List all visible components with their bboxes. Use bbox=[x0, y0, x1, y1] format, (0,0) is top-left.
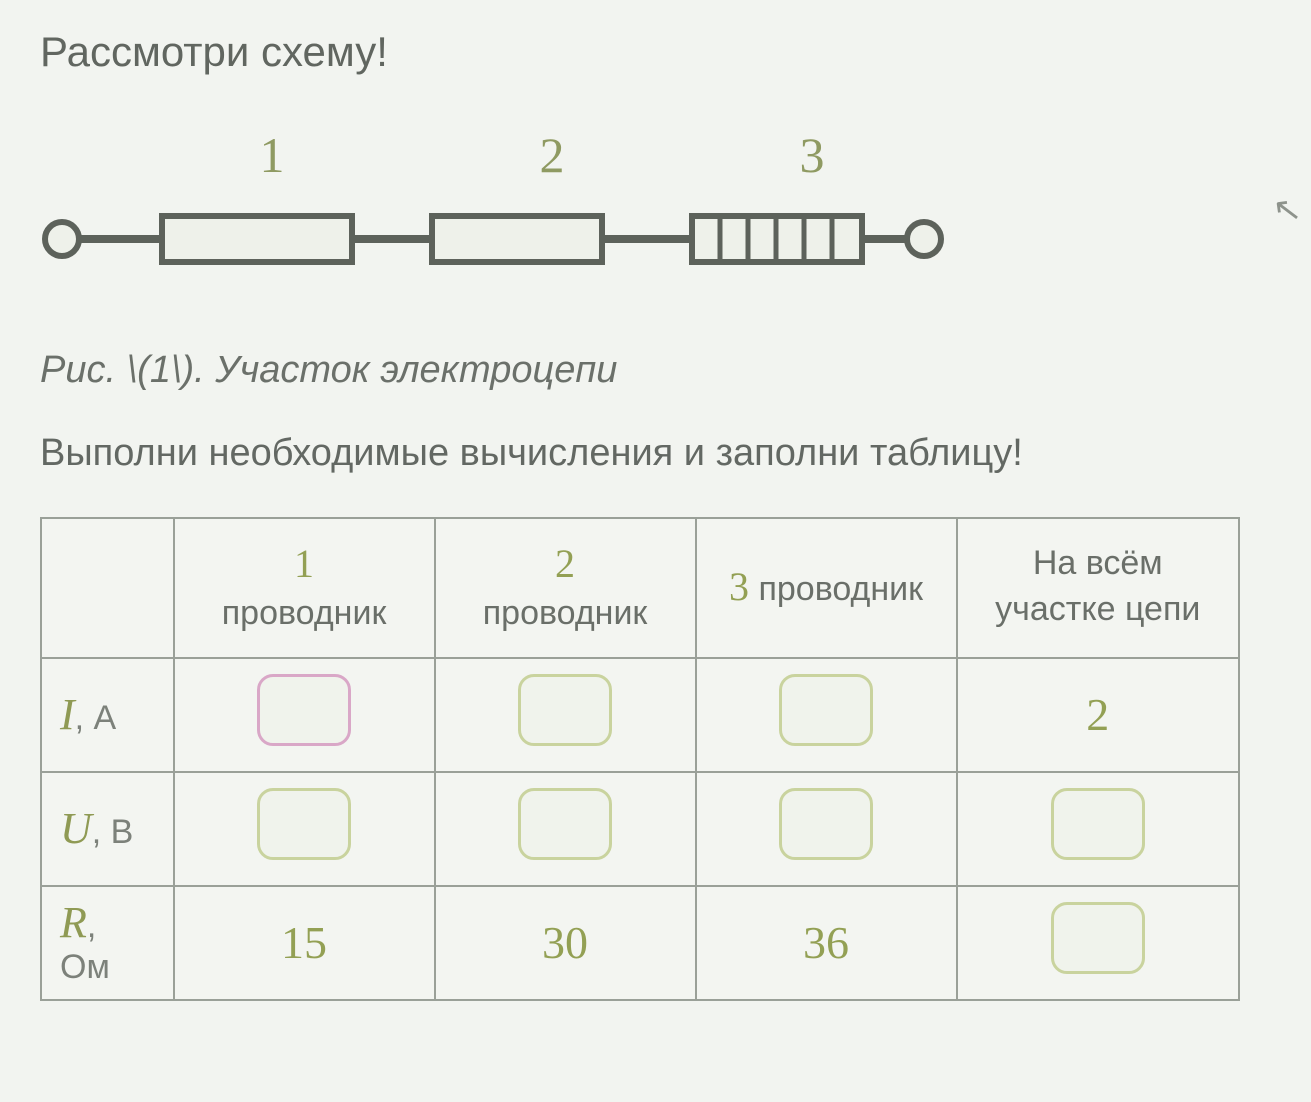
circuit-labels: 1 2 3 bbox=[42, 126, 1271, 184]
cursor-icon: ↖ bbox=[1270, 188, 1304, 232]
input-I-1[interactable] bbox=[257, 674, 351, 746]
cell-I-total: 2 bbox=[957, 658, 1239, 772]
row-label-U: U, В bbox=[41, 772, 174, 886]
terminal-left-icon bbox=[45, 222, 79, 256]
row-label-I: I, А bbox=[41, 658, 174, 772]
circuit-label-2: 2 bbox=[472, 126, 632, 184]
row-label-R: R, Ом bbox=[41, 886, 174, 1000]
resistor-2-icon bbox=[432, 216, 602, 262]
table-row: R, Ом 15 30 36 bbox=[41, 886, 1239, 1000]
data-table: 1 проводник 2 проводник 3 проводник На в… bbox=[40, 517, 1240, 1001]
cell-U-total bbox=[957, 772, 1239, 886]
cell-I-1 bbox=[174, 658, 435, 772]
table-row: I, А 2 bbox=[41, 658, 1239, 772]
table-row: U, В bbox=[41, 772, 1239, 886]
input-U-total[interactable] bbox=[1051, 788, 1145, 860]
col-word-2: проводник bbox=[483, 594, 648, 632]
cell-U-1 bbox=[174, 772, 435, 886]
input-R-total[interactable] bbox=[1051, 902, 1145, 974]
caption-number: \(1\) bbox=[127, 349, 195, 391]
col-num-3: 3 bbox=[729, 564, 749, 609]
input-I-3[interactable] bbox=[779, 674, 873, 746]
figure-caption: Рис. \(1\). Участок электроцепи bbox=[40, 349, 1271, 392]
page-heading: Рассмотри схему! bbox=[40, 28, 1271, 76]
row-sym-I: I bbox=[60, 690, 75, 739]
cell-R-1: 15 bbox=[174, 886, 435, 1000]
col-header-1: 1 проводник bbox=[174, 518, 435, 658]
circuit-svg bbox=[42, 194, 962, 284]
cell-I-3 bbox=[696, 658, 957, 772]
given-R-1: 15 bbox=[281, 917, 327, 968]
circuit-label-3: 3 bbox=[732, 126, 892, 184]
input-U-1[interactable] bbox=[257, 788, 351, 860]
table-header-row: 1 проводник 2 проводник 3 проводник На в… bbox=[41, 518, 1239, 658]
row-sym-U: U bbox=[60, 804, 92, 853]
cell-R-2: 30 bbox=[435, 886, 696, 1000]
input-I-2[interactable] bbox=[518, 674, 612, 746]
cell-U-2 bbox=[435, 772, 696, 886]
row-unit-I: , А bbox=[75, 699, 117, 737]
col-header-3: 3 проводник bbox=[696, 518, 957, 658]
row-sym-R: R bbox=[60, 898, 87, 947]
row-unit-U: , В bbox=[92, 813, 134, 851]
col-header-total: На всём участке цепи bbox=[957, 518, 1239, 658]
terminal-right-icon bbox=[907, 222, 941, 256]
cell-I-2 bbox=[435, 658, 696, 772]
row-unit-R-comma: , bbox=[87, 907, 96, 945]
caption-prefix: Рис. bbox=[40, 349, 127, 391]
input-U-2[interactable] bbox=[518, 788, 612, 860]
col-word-3: проводник bbox=[758, 570, 923, 608]
col-num-1: 1 bbox=[294, 541, 314, 586]
instruction-text: Выполни необходимые вычисления и заполни… bbox=[40, 432, 1271, 475]
circuit-diagram: 1 2 3 bbox=[42, 126, 1271, 289]
row-unit-R: Ом bbox=[60, 948, 110, 986]
circuit-label-1: 1 bbox=[192, 126, 352, 184]
input-U-3[interactable] bbox=[779, 788, 873, 860]
exercise-page: ↖ Рассмотри схему! 1 2 3 bbox=[0, 0, 1311, 1041]
col-total-line2: участке цепи bbox=[995, 590, 1200, 628]
col-num-2: 2 bbox=[555, 541, 575, 586]
col-total-line1: На всём bbox=[1033, 544, 1163, 582]
cell-R-total bbox=[957, 886, 1239, 1000]
cell-U-3 bbox=[696, 772, 957, 886]
given-R-3: 36 bbox=[803, 917, 849, 968]
cell-R-3: 36 bbox=[696, 886, 957, 1000]
given-R-2: 30 bbox=[542, 917, 588, 968]
table-corner bbox=[41, 518, 174, 658]
given-I-total: 2 bbox=[1086, 689, 1109, 740]
col-header-2: 2 проводник bbox=[435, 518, 696, 658]
rheostat-3-icon bbox=[692, 216, 862, 262]
resistor-1-icon bbox=[162, 216, 352, 262]
caption-rest: . Участок электроцепи bbox=[194, 349, 617, 391]
col-word-1: проводник bbox=[222, 594, 387, 632]
